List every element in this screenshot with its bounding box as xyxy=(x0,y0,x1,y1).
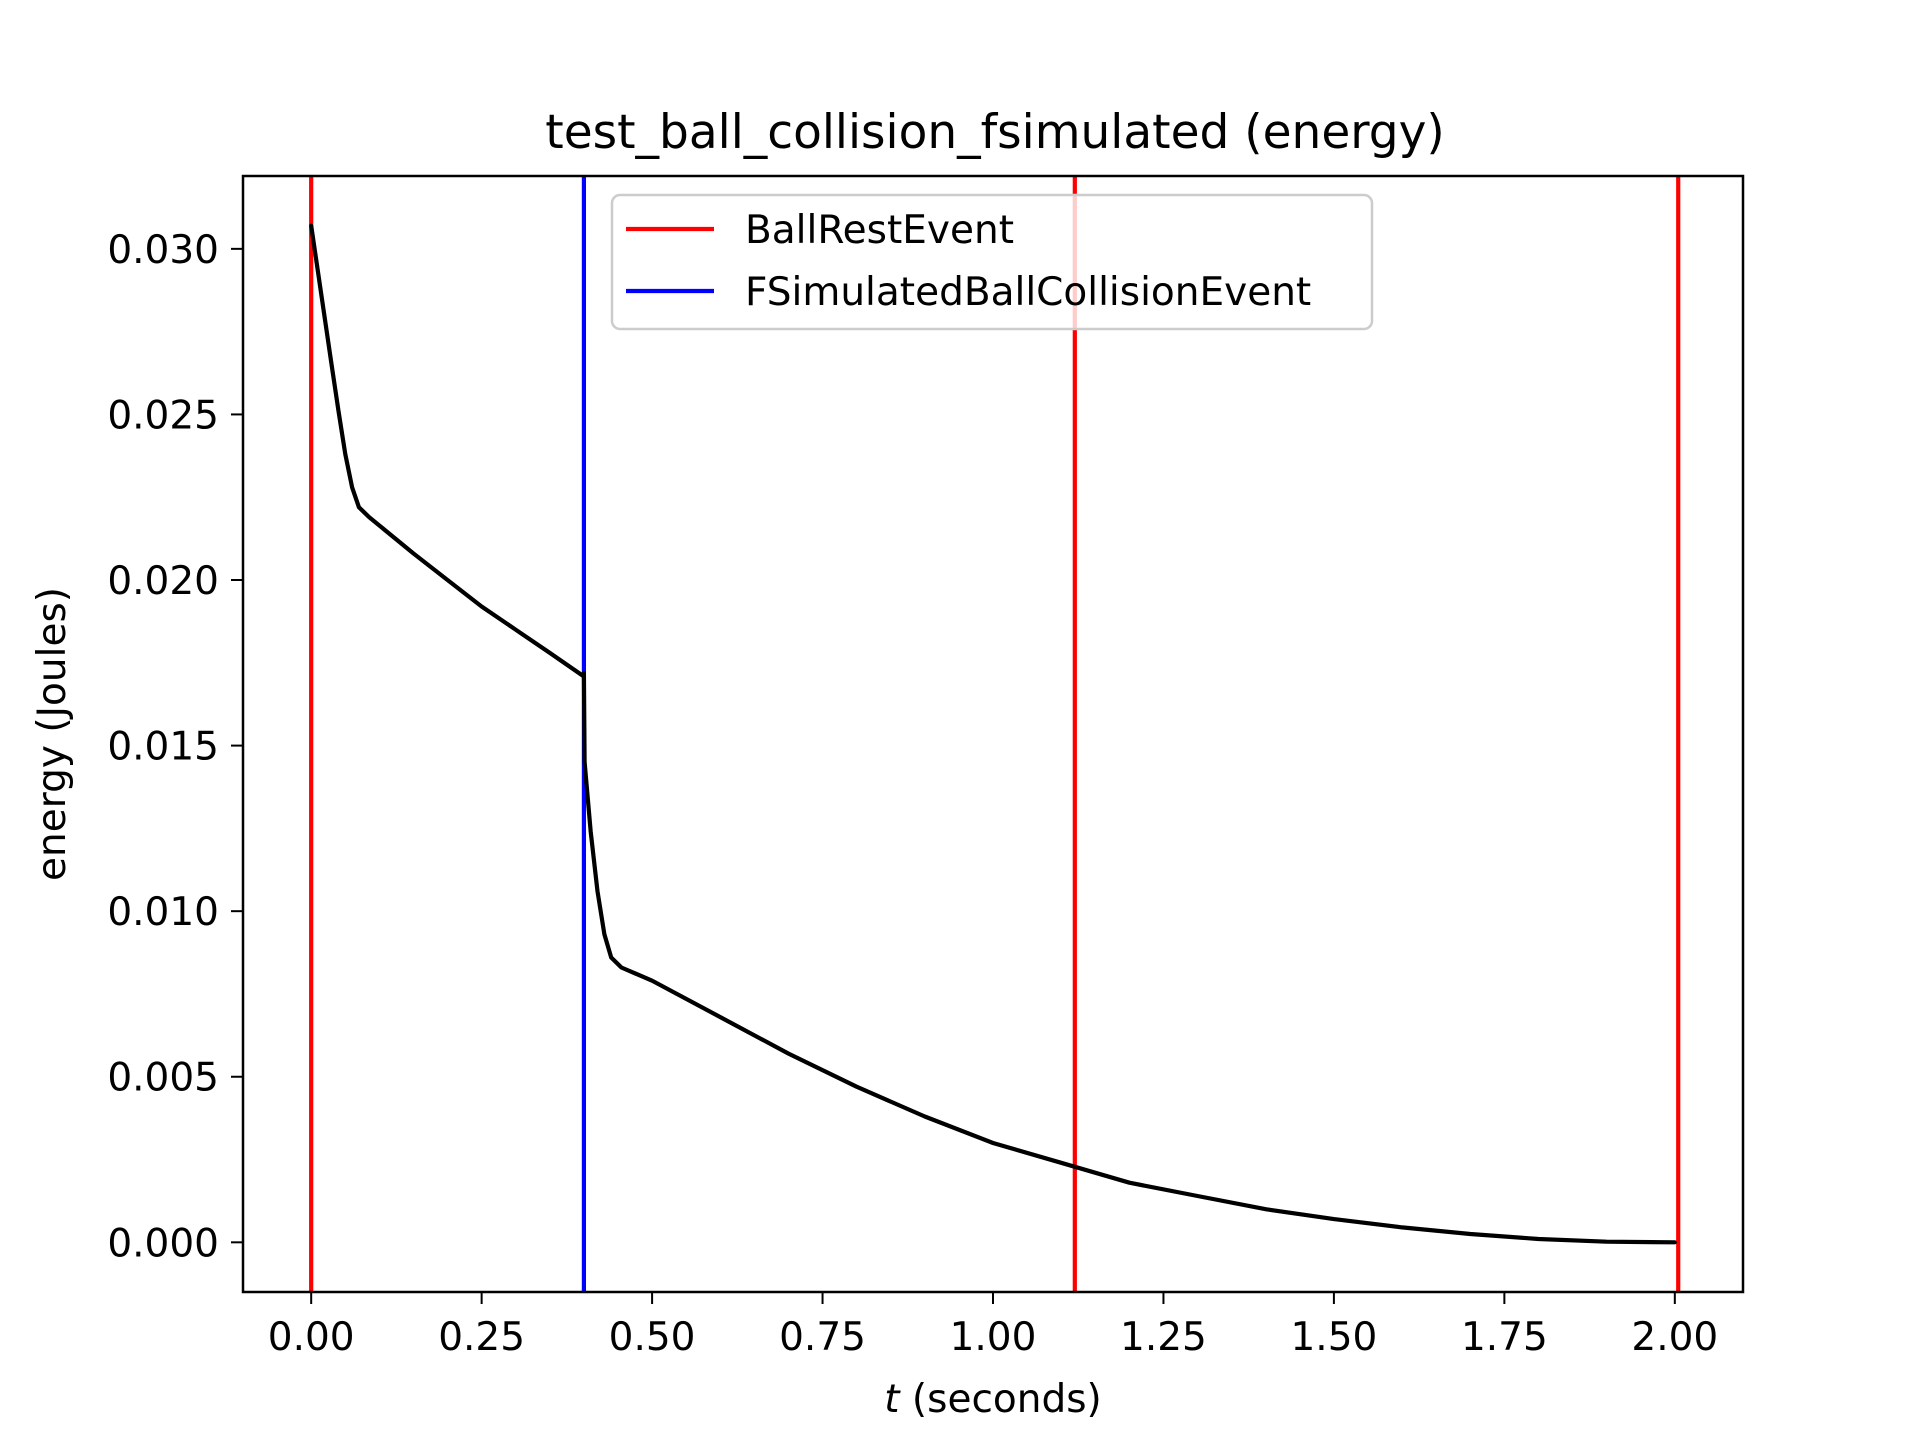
legend-label-fsimulated-collision: FSimulatedBallCollisionEvent xyxy=(745,270,1311,315)
x-tick-label: 1.00 xyxy=(950,1315,1037,1360)
y-tick-label: 0.030 xyxy=(107,228,219,273)
y-tick-label: 0.015 xyxy=(107,725,219,770)
x-axis-label-unit: (seconds) xyxy=(900,1377,1102,1422)
energy-series-line-0 xyxy=(309,223,1677,1245)
x-axis-label-variable: t xyxy=(884,1377,901,1422)
x-axis-ticks: 0.00 0.25 0.50 0.75 1.00 1.25 1.50 1.75 2.00 xyxy=(268,1292,1718,1360)
y-tick-label: 0.005 xyxy=(107,1056,219,1101)
y-tick-label: 0.025 xyxy=(107,393,219,438)
y-tick-label: 0.010 xyxy=(107,890,219,935)
x-tick-label: 0.25 xyxy=(438,1315,525,1360)
x-tick-label: 0.00 xyxy=(268,1315,355,1360)
chart-title: test_ball_collision_fsimulated (energy) xyxy=(545,105,1444,160)
x-tick-label: 1.50 xyxy=(1290,1315,1377,1360)
legend-label-ball-rest: BallRestEvent xyxy=(745,208,1014,253)
legend: BallRestEvent FSimulatedBallCollisionEve… xyxy=(610,193,1374,331)
y-axis-ticks: 0.000 0.005 0.010 0.015 0.020 0.025 0.030 xyxy=(107,228,243,1266)
x-tick-label: 0.75 xyxy=(779,1315,866,1360)
x-axis-label: t (seconds) xyxy=(884,1377,1102,1422)
x-tick-label: 0.50 xyxy=(609,1315,696,1360)
x-tick-label: 1.25 xyxy=(1120,1315,1207,1360)
y-axis-label: energy (Joules) xyxy=(30,587,75,881)
x-tick-label: 2.00 xyxy=(1631,1315,1718,1360)
x-tick-label: 1.75 xyxy=(1461,1315,1548,1360)
legend-box xyxy=(610,193,1374,331)
y-tick-label: 0.000 xyxy=(107,1221,219,1266)
y-tick-label: 0.020 xyxy=(107,559,219,604)
series-lines xyxy=(309,223,1677,1245)
